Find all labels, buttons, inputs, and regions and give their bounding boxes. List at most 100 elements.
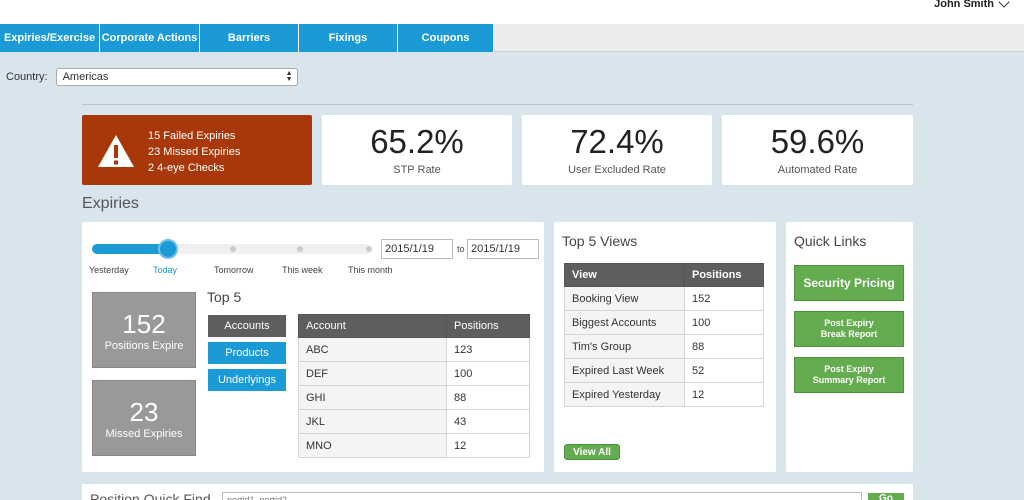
chevron-down-icon xyxy=(998,0,1010,8)
table-cell: 88 xyxy=(446,385,530,410)
underlyings-button[interactable]: Underlyings xyxy=(208,369,286,391)
country-value: Americas xyxy=(62,71,109,83)
missed-expiries-count: 23 xyxy=(129,397,159,427)
table-row[interactable]: ABC 123 xyxy=(298,337,530,362)
date-to-label: to xyxy=(457,244,465,254)
table-cell: DEF xyxy=(298,361,447,386)
kpi-value: 65.2% xyxy=(370,123,464,160)
alert-lines: 15 Failed Expiries 23 Missed Expiries 2 … xyxy=(148,128,240,176)
button-line: Post Expiry xyxy=(824,364,874,374)
table-row[interactable]: Expired Last Week 52 xyxy=(564,358,764,383)
tab-barriers[interactable]: Barriers xyxy=(200,24,299,52)
kpi-user-excluded-rate: 72.4% User Excluded Rate xyxy=(522,115,712,185)
positions-expire-count: 152 xyxy=(122,309,166,339)
quick-find-input[interactable] xyxy=(222,492,862,500)
table-cell: MNO xyxy=(298,433,447,458)
table-row[interactable]: GHI 88 xyxy=(298,385,530,410)
table-cell: Tim's Group xyxy=(564,334,685,359)
table-cell: Expired Last Week xyxy=(564,358,685,383)
table-row[interactable]: Tim's Group 88 xyxy=(564,334,764,359)
column-header-view[interactable]: View xyxy=(564,263,685,287)
period-slider-handle[interactable] xyxy=(158,239,178,259)
kpi-stp-rate: 65.2% STP Rate xyxy=(322,115,512,185)
slider-stop-this-month[interactable] xyxy=(366,246,372,252)
slider-stop-tomorrow[interactable] xyxy=(230,246,236,252)
table-cell: ABC xyxy=(298,337,447,362)
top5-views-heading: Top 5 Views xyxy=(562,233,638,249)
date-to-input[interactable]: 2015/1/19 xyxy=(467,239,539,259)
quick-links-heading: Quick Links xyxy=(794,233,867,249)
table-cell: 12 xyxy=(446,433,530,458)
table-header-row: View Positions xyxy=(564,263,764,287)
slider-stop-this-week[interactable] xyxy=(297,246,303,252)
table-row[interactable]: Booking View 152 xyxy=(564,286,764,311)
table-header-row: Account Positions xyxy=(298,314,530,338)
divider xyxy=(82,104,913,105)
kpi-label: STP Rate xyxy=(393,164,441,176)
table-row[interactable]: MNO 12 xyxy=(298,433,530,458)
table-row[interactable]: JKL 43 xyxy=(298,409,530,434)
kpi-automated-rate: 59.6% Automated Rate xyxy=(722,115,913,185)
tab-fixings[interactable]: Fixings xyxy=(299,24,398,52)
user-name: John Smith xyxy=(934,0,994,10)
table-cell: Expired Yesterday xyxy=(564,382,685,407)
slider-label-this-week[interactable]: This week xyxy=(282,265,323,275)
tab-bar: Expiries/Exercise Corporate Actions Barr… xyxy=(0,24,1024,52)
failed-expiries-text: 15 Failed Expiries xyxy=(148,130,236,142)
column-header-positions[interactable]: Positions xyxy=(684,263,764,287)
table-cell: 100 xyxy=(446,361,530,386)
table-row[interactable]: DEF 100 xyxy=(298,361,530,386)
quick-links-card xyxy=(786,222,913,472)
kpi-value: 72.4% xyxy=(570,123,664,160)
period-slider-fill xyxy=(92,244,170,254)
table-cell: GHI xyxy=(298,385,447,410)
table-cell: 88 xyxy=(684,334,764,359)
four-eye-checks-text: 2 4-eye Checks xyxy=(148,162,225,174)
positions-expire-box[interactable]: 152 Positions Expire xyxy=(92,292,196,368)
tab-expiries-exercise[interactable]: Expiries/Exercise xyxy=(0,24,100,52)
table-cell: 43 xyxy=(446,409,530,434)
select-arrows-icon: ▲ ▼ xyxy=(285,70,293,83)
top-bar: John Smith xyxy=(0,0,1024,24)
alert-card[interactable]: 15 Failed Expiries 23 Missed Expiries 2 … xyxy=(82,115,312,185)
table-cell: 100 xyxy=(684,310,764,335)
country-filter: Country: Americas ▲ ▼ xyxy=(6,68,298,86)
kpi-label: User Excluded Rate xyxy=(568,164,666,176)
quick-find-go-button[interactable]: Go xyxy=(868,493,904,500)
column-header-positions[interactable]: Positions xyxy=(446,314,530,338)
products-button[interactable]: Products xyxy=(208,342,286,364)
security-pricing-button[interactable]: Security Pricing xyxy=(794,265,904,301)
slider-label-tomorrow[interactable]: Tomorrow xyxy=(214,265,254,275)
table-cell: Booking View xyxy=(564,286,685,311)
quick-find-label: Position Quick Find xyxy=(90,491,211,500)
button-line: Break Report xyxy=(820,329,878,339)
positions-expire-label: Positions Expire xyxy=(104,340,184,352)
user-menu[interactable]: John Smith xyxy=(934,0,1010,10)
table-cell: 52 xyxy=(684,358,764,383)
slider-label-this-month[interactable]: This month xyxy=(348,265,393,275)
expiries-heading: Expiries xyxy=(82,195,139,212)
top5-heading: Top 5 xyxy=(207,289,242,305)
missed-expiries-label: Missed Expiries xyxy=(105,428,183,440)
button-line: Summary Report xyxy=(812,375,886,385)
date-from-input[interactable]: 2015/1/19 xyxy=(381,239,453,259)
tab-corporate-actions[interactable]: Corporate Actions xyxy=(100,24,200,52)
view-all-button[interactable]: View All xyxy=(564,444,620,460)
post-expiry-break-report-button[interactable]: Post Expiry Break Report xyxy=(794,311,904,347)
post-expiry-summary-report-button[interactable]: Post Expiry Summary Report xyxy=(794,357,904,393)
table-cell: 12 xyxy=(684,382,764,407)
slider-label-yesterday[interactable]: Yesterday xyxy=(89,265,129,275)
table-row[interactable]: Biggest Accounts 100 xyxy=(564,310,764,335)
top5-accounts-table: Account Positions ABC 123 DEF 100 GHI 88 JK… xyxy=(298,314,530,458)
missed-expiries-box[interactable]: 23 Missed Expiries xyxy=(92,380,196,456)
accounts-button[interactable]: Accounts xyxy=(208,315,286,337)
column-header-account[interactable]: Account xyxy=(298,314,447,338)
table-cell: 152 xyxy=(684,286,764,311)
country-select[interactable]: Americas ▲ ▼ xyxy=(55,68,298,86)
slider-label-today[interactable]: Today xyxy=(153,265,178,275)
kpi-value: 59.6% xyxy=(770,123,865,160)
kpi-label: Automated Rate xyxy=(777,164,858,176)
tab-coupons[interactable]: Coupons xyxy=(398,24,494,52)
button-line: Post Expiry xyxy=(824,318,874,328)
table-row[interactable]: Expired Yesterday 12 xyxy=(564,382,764,407)
